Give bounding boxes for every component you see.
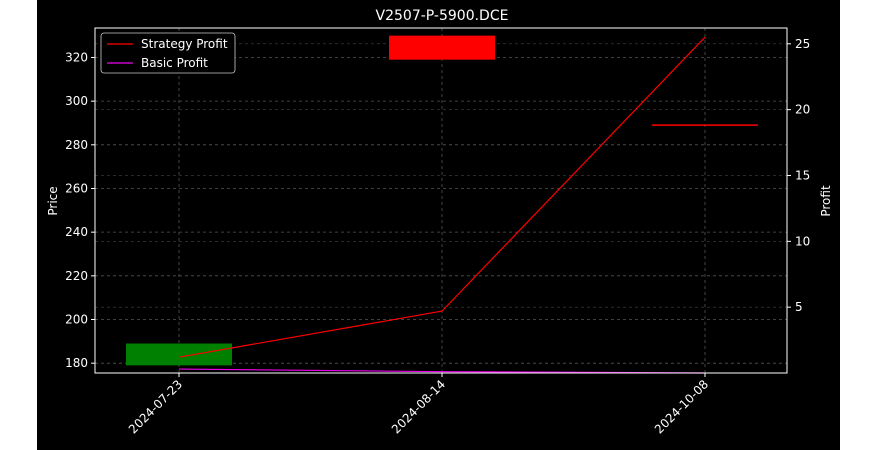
y-axis-label-left: Price xyxy=(46,186,60,215)
y-tick-label-right: 25 xyxy=(795,37,810,51)
y-tick-label-left: 260 xyxy=(65,181,88,195)
y-tick-label-left: 200 xyxy=(65,313,88,327)
chart-title: V2507-P-5900.DCE xyxy=(376,8,509,24)
y-tick-label-right: 20 xyxy=(795,103,810,117)
legend-label: Basic Profit xyxy=(141,56,208,70)
legend: Strategy Profit Basic Profit xyxy=(100,32,236,74)
y-tick-label-right: 10 xyxy=(795,234,810,248)
candle-body xyxy=(389,35,495,60)
x-tick-label: 2024-07-23 xyxy=(126,377,185,436)
legend-label: Strategy Profit xyxy=(141,37,228,51)
y-tick-label-left: 240 xyxy=(65,225,88,239)
y-tick-label-left: 220 xyxy=(65,269,88,283)
y-tick-label-right: 15 xyxy=(795,168,810,182)
y-tick-label-right: 5 xyxy=(795,300,803,314)
x-tick-label: 2024-10-08 xyxy=(652,377,711,436)
legend-box xyxy=(100,32,236,74)
candle-body xyxy=(126,343,232,366)
y-axis-label-right: Profit xyxy=(819,185,833,217)
series-line xyxy=(178,36,706,358)
y-tick-label-left: 320 xyxy=(65,50,88,64)
y-tick-label-left: 280 xyxy=(65,138,88,152)
chart-figure: V2507-P-5900.DCE 180 200 220 240 260 280 300 32… xyxy=(37,0,840,450)
plot-frame xyxy=(94,27,788,374)
candle-layer xyxy=(126,35,758,366)
grid-layer xyxy=(95,28,787,373)
chart-svg: V2507-P-5900.DCE 180 200 220 240 260 280 300 32… xyxy=(46,8,833,436)
y-tick-label-left: 300 xyxy=(65,94,88,108)
x-tick-label: 2024-08-14 xyxy=(389,377,448,436)
y-tick-label-left: 180 xyxy=(65,356,88,370)
